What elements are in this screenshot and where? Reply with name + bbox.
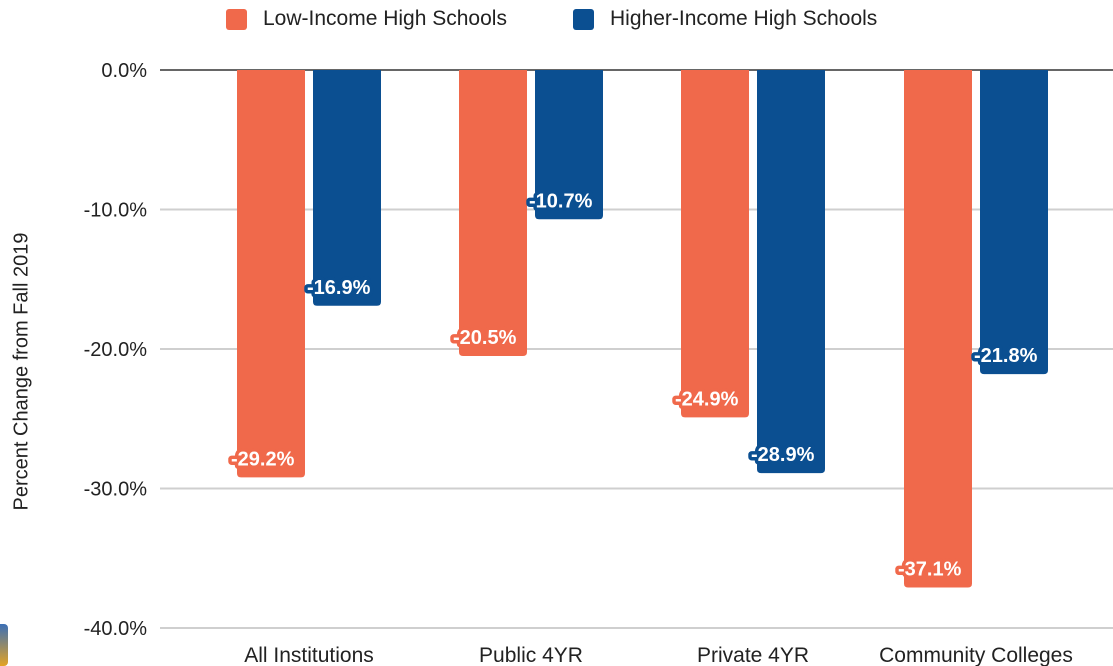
data-label: -16.9% xyxy=(307,277,371,299)
logo-fragment xyxy=(0,624,8,666)
data-label: -20.5% xyxy=(453,327,517,349)
data-label: -37.1% xyxy=(898,559,962,581)
y-tick-label: 0.0% xyxy=(101,60,147,82)
data-label: -29.2% xyxy=(231,448,295,470)
bar xyxy=(459,70,527,356)
bar xyxy=(904,70,972,588)
bar xyxy=(757,70,825,473)
y-tick-label: -40.0% xyxy=(84,618,148,640)
y-tick-label: -30.0% xyxy=(84,479,148,501)
x-tick-label: Public 4YR xyxy=(479,644,583,666)
bar xyxy=(681,70,749,417)
x-tick-label: Private 4YR xyxy=(697,644,809,666)
data-label: -10.7% xyxy=(529,190,593,212)
bar xyxy=(980,70,1048,374)
y-tick-label: -20.0% xyxy=(84,339,148,361)
x-tick-label: All Institutions xyxy=(244,644,374,666)
data-label: -28.9% xyxy=(751,444,815,466)
y-tick-label: -10.0% xyxy=(84,200,148,222)
x-tick-label: Community Colleges xyxy=(879,644,1073,666)
data-label: -24.9% xyxy=(675,388,739,410)
data-label: -21.8% xyxy=(974,345,1038,367)
bar xyxy=(237,70,305,477)
bar xyxy=(313,70,381,306)
